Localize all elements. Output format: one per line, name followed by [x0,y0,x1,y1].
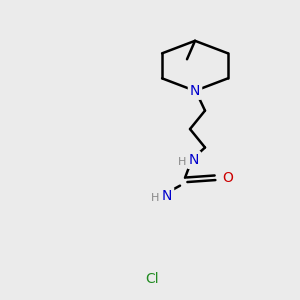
Text: N: N [189,153,199,167]
Text: H: H [151,193,159,202]
Text: Cl: Cl [145,272,159,286]
Text: O: O [223,171,233,185]
Text: N: N [190,84,200,98]
Text: H: H [178,157,186,167]
Text: N: N [162,188,172,203]
